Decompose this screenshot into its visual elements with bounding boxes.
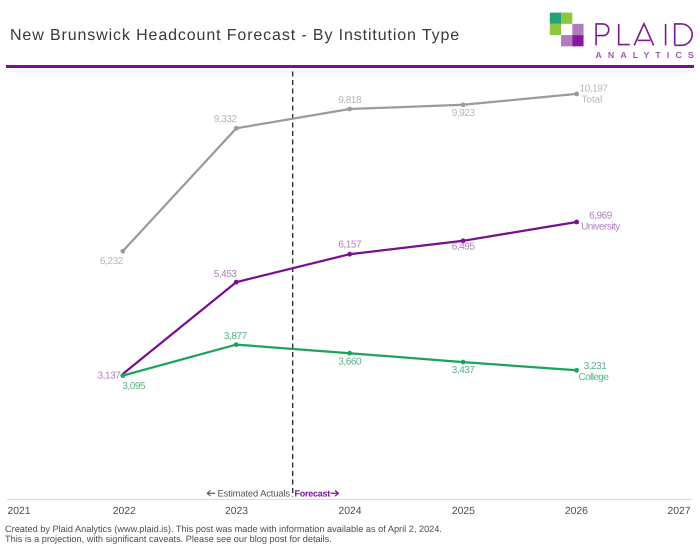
svg-text:9,818: 9,818 (338, 95, 362, 106)
svg-text:2025: 2025 (452, 506, 475, 517)
svg-text:6,232: 6,232 (100, 256, 124, 267)
svg-text:Total: Total (582, 94, 603, 105)
svg-text:Forecast: Forecast (295, 489, 331, 499)
svg-text:University: University (581, 222, 620, 233)
svg-text:2024: 2024 (338, 506, 361, 517)
svg-text:College: College (579, 372, 610, 383)
svg-text:5,453: 5,453 (214, 269, 238, 280)
svg-text:3,137: 3,137 (98, 371, 122, 382)
svg-text:10,197: 10,197 (580, 83, 609, 94)
svg-text:3,095: 3,095 (122, 381, 146, 392)
svg-text:ANALYTICS: ANALYTICS (595, 50, 694, 60)
svg-text:9,332: 9,332 (214, 114, 238, 125)
svg-text:6,969: 6,969 (589, 211, 613, 222)
svg-text:2026: 2026 (565, 506, 588, 517)
svg-text:2022: 2022 (113, 506, 136, 517)
svg-text:3,437: 3,437 (452, 365, 476, 376)
svg-text:2023: 2023 (225, 506, 248, 517)
svg-text:6,157: 6,157 (338, 239, 362, 250)
svg-text:2027: 2027 (667, 506, 690, 517)
svg-text:3,660: 3,660 (338, 356, 362, 367)
svg-text:Estimated Actuals: Estimated Actuals (218, 488, 291, 499)
svg-text:3,877: 3,877 (224, 331, 248, 342)
svg-text:9,923: 9,923 (452, 108, 476, 119)
svg-text:6,495: 6,495 (452, 241, 476, 252)
svg-text:3,231: 3,231 (584, 361, 608, 372)
svg-text:2021: 2021 (7, 506, 30, 517)
